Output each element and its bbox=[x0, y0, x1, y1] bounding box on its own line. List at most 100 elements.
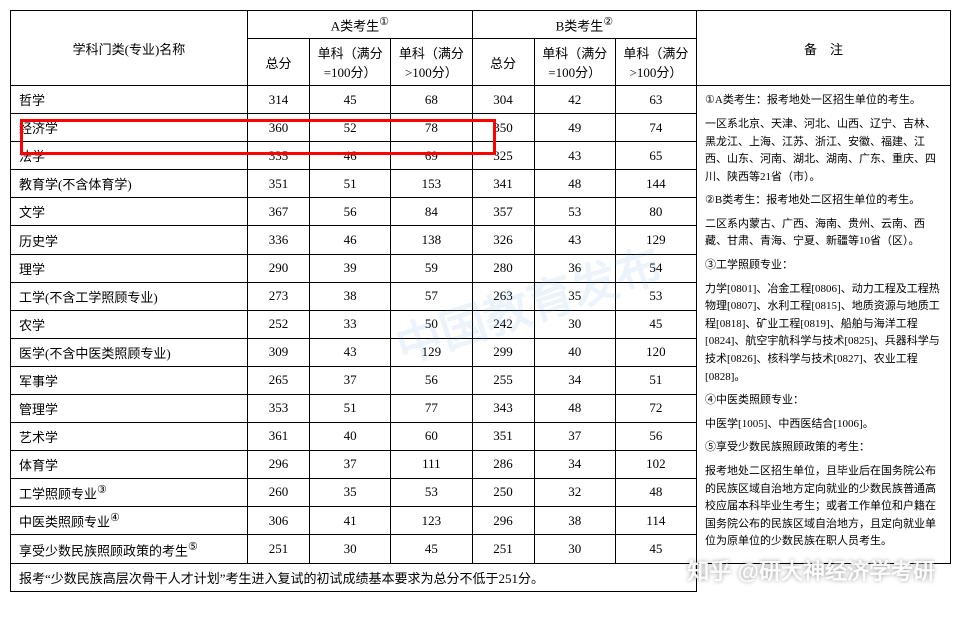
cell-b: 53 bbox=[534, 198, 615, 226]
table-row: 哲学31445683044263①A类考生：报考地处一区招生单位的考生。一区系北… bbox=[11, 86, 951, 114]
cell-a: 129 bbox=[391, 338, 472, 366]
cell-b: 255 bbox=[472, 366, 534, 394]
cell-a: 290 bbox=[247, 254, 309, 282]
cell-b: 325 bbox=[472, 142, 534, 170]
header-name: 学科门类(专业)名称 bbox=[11, 11, 248, 86]
row-name: 体育学 bbox=[11, 450, 248, 478]
cell-a: 35 bbox=[310, 478, 391, 506]
row-name: 管理学 bbox=[11, 394, 248, 422]
footer-text: 报考“少数民族高层次骨干人才计划”考生进入复试的初试成绩基本要求为总分不低于25… bbox=[11, 563, 697, 591]
cell-a: 52 bbox=[310, 114, 391, 142]
header-b-sub100: 单科（满分=100分） bbox=[534, 39, 615, 86]
cell-b: 54 bbox=[615, 254, 696, 282]
cell-a: 38 bbox=[310, 282, 391, 310]
cell-b: 74 bbox=[615, 114, 696, 142]
cell-a: 56 bbox=[391, 366, 472, 394]
cell-b: 42 bbox=[534, 86, 615, 114]
cell-b: 51 bbox=[615, 366, 696, 394]
notes-paragraph: ②B类考生：报考地处二区招生单位的考生。 bbox=[705, 192, 942, 210]
cell-a: 335 bbox=[247, 142, 309, 170]
row-name: 享受少数民族照顾政策的考生⑤ bbox=[11, 535, 248, 564]
cell-b: 343 bbox=[472, 394, 534, 422]
cell-b: 242 bbox=[472, 310, 534, 338]
cell-a: 51 bbox=[310, 394, 391, 422]
cell-b: 48 bbox=[534, 170, 615, 198]
cell-a: 33 bbox=[310, 310, 391, 338]
notes-cell: ①A类考生：报考地处一区招生单位的考生。一区系北京、天津、河北、山西、辽宁、吉林… bbox=[697, 86, 951, 564]
cell-a: 37 bbox=[310, 450, 391, 478]
table-header: 学科门类(专业)名称 A类考生① B类考生② 备 注 总分 单科（满分=100分… bbox=[11, 11, 951, 86]
cell-a: 296 bbox=[247, 450, 309, 478]
cell-b: 32 bbox=[534, 478, 615, 506]
notes-paragraph: ⑤享受少数民族照顾政策的考生： bbox=[705, 439, 942, 457]
row-name: 历史学 bbox=[11, 226, 248, 254]
cell-b: 80 bbox=[615, 198, 696, 226]
cell-a: 314 bbox=[247, 86, 309, 114]
cell-b: 280 bbox=[472, 254, 534, 282]
cell-b: 351 bbox=[472, 422, 534, 450]
cell-b: 43 bbox=[534, 142, 615, 170]
header-group-a: A类考生① bbox=[247, 11, 472, 39]
header-a-sub100: 单科（满分=100分） bbox=[310, 39, 391, 86]
cell-b: 40 bbox=[534, 338, 615, 366]
cell-a: 46 bbox=[310, 142, 391, 170]
cell-b: 43 bbox=[534, 226, 615, 254]
cell-a: 306 bbox=[247, 507, 309, 535]
cell-a: 260 bbox=[247, 478, 309, 506]
notes-paragraph: 报考地处二区招生单位，且毕业后在国务院公布的民族区域自治地方定向就业的少数民族普… bbox=[705, 463, 942, 551]
cell-b: 114 bbox=[615, 507, 696, 535]
cell-b: 350 bbox=[472, 114, 534, 142]
cell-a: 45 bbox=[391, 535, 472, 564]
cell-a: 351 bbox=[247, 170, 309, 198]
cell-b: 326 bbox=[472, 226, 534, 254]
cell-b: 129 bbox=[615, 226, 696, 254]
cell-b: 286 bbox=[472, 450, 534, 478]
cell-a: 78 bbox=[391, 114, 472, 142]
row-name: 工学照顾专业③ bbox=[11, 478, 248, 506]
cell-b: 65 bbox=[615, 142, 696, 170]
cell-a: 361 bbox=[247, 422, 309, 450]
cell-b: 53 bbox=[615, 282, 696, 310]
cell-a: 309 bbox=[247, 338, 309, 366]
cell-b: 357 bbox=[472, 198, 534, 226]
page-wrapper: 中国教育发布 学科门类(专业)名称 A类考生① B类考生② 备 注 总分 单科（… bbox=[10, 10, 951, 592]
cell-b: 34 bbox=[534, 366, 615, 394]
cell-a: 50 bbox=[391, 310, 472, 338]
header-b-total: 总分 bbox=[472, 39, 534, 86]
cell-a: 40 bbox=[310, 422, 391, 450]
header-a-subover: 单科（满分>100分） bbox=[391, 39, 472, 86]
row-name: 医学(不含中医类照顾专业) bbox=[11, 338, 248, 366]
cell-b: 49 bbox=[534, 114, 615, 142]
header-group-b: B类考生② bbox=[472, 11, 697, 39]
cell-a: 30 bbox=[310, 535, 391, 564]
cell-b: 144 bbox=[615, 170, 696, 198]
cell-b: 45 bbox=[615, 310, 696, 338]
cell-a: 46 bbox=[310, 226, 391, 254]
cell-b: 48 bbox=[534, 394, 615, 422]
cell-b: 250 bbox=[472, 478, 534, 506]
cell-b: 35 bbox=[534, 282, 615, 310]
notes-paragraph: 中医学[1005]、中西医结合[1006]。 bbox=[705, 416, 942, 434]
cell-a: 39 bbox=[310, 254, 391, 282]
cell-b: 72 bbox=[615, 394, 696, 422]
cell-a: 153 bbox=[391, 170, 472, 198]
header-notes: 备 注 bbox=[697, 11, 951, 86]
cell-b: 37 bbox=[534, 422, 615, 450]
cell-a: 77 bbox=[391, 394, 472, 422]
cell-a: 353 bbox=[247, 394, 309, 422]
notes-paragraph: 力学[0801]、冶金工程[0806]、动力工程及工程热物理[0807]、水利工… bbox=[705, 281, 942, 387]
row-name: 法学 bbox=[11, 142, 248, 170]
cell-b: 341 bbox=[472, 170, 534, 198]
cell-b: 34 bbox=[534, 450, 615, 478]
cell-a: 273 bbox=[247, 282, 309, 310]
notes-paragraph: ①A类考生：报考地处一区招生单位的考生。 bbox=[705, 92, 942, 110]
cell-a: 138 bbox=[391, 226, 472, 254]
cell-b: 45 bbox=[615, 535, 696, 564]
cell-a: 252 bbox=[247, 310, 309, 338]
cell-a: 60 bbox=[391, 422, 472, 450]
cell-a: 45 bbox=[310, 86, 391, 114]
cell-b: 48 bbox=[615, 478, 696, 506]
cell-b: 120 bbox=[615, 338, 696, 366]
row-name: 艺术学 bbox=[11, 422, 248, 450]
cell-b: 304 bbox=[472, 86, 534, 114]
